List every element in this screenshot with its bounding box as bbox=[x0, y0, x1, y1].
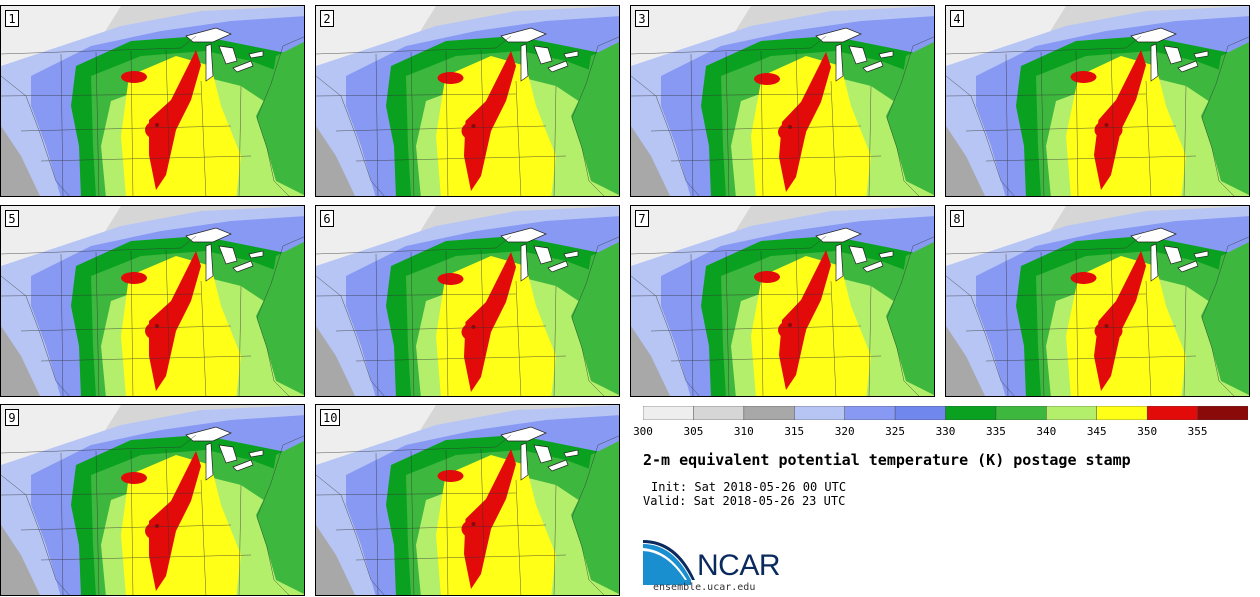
postage-stamp-map: 10 bbox=[315, 404, 620, 596]
colorbar-swatch bbox=[844, 406, 896, 420]
ensemble-member-label: 5 bbox=[5, 210, 19, 227]
ensemble-member-label: 4 bbox=[950, 10, 964, 27]
map-field bbox=[316, 206, 619, 396]
colorbar-swatch bbox=[945, 406, 997, 420]
ensemble-member-label: 8 bbox=[950, 210, 964, 227]
ncar-logo-text: NCAR bbox=[697, 549, 781, 582]
colorbar-tick-label: 310 bbox=[733, 425, 754, 438]
colorbar-tick-label: 305 bbox=[683, 425, 704, 438]
colorbar-swatch bbox=[794, 406, 846, 420]
ensemble-member-label: 3 bbox=[635, 10, 649, 27]
colorbar-tick-label: 330 bbox=[935, 425, 956, 438]
postage-stamp-map: 4 bbox=[945, 5, 1250, 197]
colorbar-tick-label: 350 bbox=[1137, 425, 1158, 438]
postage-stamp-map: 1 bbox=[0, 5, 305, 197]
postage-stamp-map: 5 bbox=[0, 205, 305, 397]
colorbar-tick-label: 345 bbox=[1086, 425, 1107, 438]
colorbar-swatch bbox=[1046, 406, 1098, 420]
colorbar-swatch bbox=[1197, 406, 1248, 420]
map-field bbox=[316, 6, 619, 196]
colorbar-tick-label: 325 bbox=[885, 425, 906, 438]
colorbar-tick-label: 300 bbox=[633, 425, 653, 438]
ensemble-member-label: 9 bbox=[5, 409, 19, 426]
ensemble-member-label: 1 bbox=[5, 10, 19, 27]
map-field bbox=[1, 206, 304, 396]
map-field bbox=[631, 6, 934, 196]
ensemble-member-label: 2 bbox=[320, 10, 334, 27]
colorbar bbox=[643, 406, 1248, 420]
colorbar-swatch bbox=[1096, 406, 1148, 420]
ncar-logo bbox=[643, 540, 695, 585]
valid-time: Valid: Sat 2018-05-26 23 UTC bbox=[643, 494, 846, 508]
postage-stamp-map: 8 bbox=[945, 205, 1250, 397]
postage-stamp-map: 7 bbox=[630, 205, 935, 397]
postage-stamp-map: 3 bbox=[630, 5, 935, 197]
colorbar-swatch bbox=[743, 406, 795, 420]
colorbar-swatch bbox=[1146, 406, 1199, 420]
colorbar-swatch bbox=[894, 406, 947, 420]
map-field bbox=[1, 405, 304, 595]
postage-stamp-map: 2 bbox=[315, 5, 620, 197]
map-field bbox=[631, 206, 934, 396]
map-field bbox=[946, 206, 1249, 396]
postage-stamp-map: 6 bbox=[315, 205, 620, 397]
colorbar-tick-label: 335 bbox=[985, 425, 1006, 438]
map-field bbox=[946, 6, 1249, 196]
ensemble-member-label: 6 bbox=[320, 210, 334, 227]
figure-title: 2-m equivalent potential temperature (K)… bbox=[643, 451, 1131, 469]
colorbar-tick-label: 320 bbox=[834, 425, 855, 438]
ensemble-member-label: 10 bbox=[320, 409, 341, 426]
map-field bbox=[1, 6, 304, 196]
colorbar-swatch bbox=[995, 406, 1048, 420]
colorbar-swatch bbox=[693, 406, 745, 420]
map-field bbox=[316, 405, 619, 595]
colorbar-tick-label: 315 bbox=[784, 425, 805, 438]
postage-stamp-map: 9 bbox=[0, 404, 305, 596]
colorbar-tick-label: 355 bbox=[1187, 425, 1208, 438]
ensemble-member-label: 7 bbox=[635, 210, 649, 227]
ensemble-url: ensemble.ucar.edu bbox=[653, 582, 756, 593]
colorbar-swatch bbox=[643, 406, 695, 420]
colorbar-tick-label: 340 bbox=[1036, 425, 1057, 438]
init-time: Init: Sat 2018-05-26 00 UTC bbox=[651, 480, 847, 494]
